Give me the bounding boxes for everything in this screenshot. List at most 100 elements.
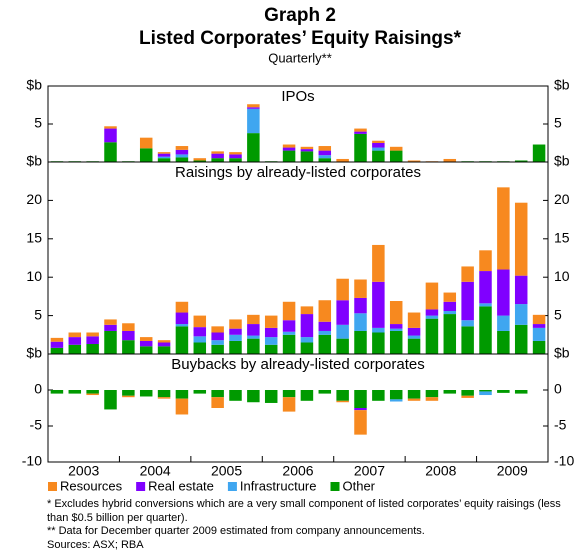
y-tick-label: 5 — [34, 115, 42, 131]
y-tick-label: $b — [26, 77, 42, 93]
bar-segment — [300, 337, 314, 343]
bar-segment — [372, 150, 385, 162]
bar-segment — [104, 319, 117, 325]
bar-segment — [372, 140, 385, 143]
bar-segment — [247, 104, 260, 108]
bar-segment — [407, 335, 421, 339]
bar-segment — [229, 152, 242, 155]
bar-segment — [122, 330, 135, 341]
bar-segment — [425, 282, 439, 310]
bar-segment — [354, 313, 367, 331]
x-tick-label: 2005 — [211, 463, 242, 479]
bar-segment — [50, 341, 64, 348]
bar-segment — [282, 147, 296, 151]
bar-segment — [336, 324, 349, 339]
y2-tick-label: 5 — [554, 306, 562, 322]
chart: Graph 2 Listed Corporates’ Equity Raisin… — [22, 5, 575, 493]
x-tick-label: 2009 — [497, 463, 528, 479]
bar-segment — [247, 390, 260, 403]
bar-segment — [300, 314, 314, 338]
bar-segment — [407, 338, 421, 354]
bar-segment — [175, 149, 189, 155]
bar-segment — [104, 142, 117, 162]
y-tick-label: 15 — [26, 230, 42, 246]
bar-segment — [354, 410, 367, 435]
legend-swatch — [48, 482, 57, 491]
bar-segment — [104, 128, 117, 143]
bar-segment — [407, 160, 421, 162]
bar-segment — [211, 158, 224, 162]
bar-segment — [318, 158, 332, 162]
bar-segment — [497, 390, 510, 393]
bar-segment — [300, 149, 314, 152]
bar-segment — [497, 269, 510, 316]
bar-segment — [497, 330, 510, 354]
bar-segment — [264, 315, 278, 328]
bar-segment — [157, 397, 171, 399]
bar-segment — [443, 314, 457, 354]
bar-segment — [425, 309, 439, 316]
bar-segment — [497, 315, 510, 331]
bar-segment — [68, 332, 82, 338]
bar-segment — [229, 158, 242, 162]
bar-segment — [68, 390, 82, 394]
bar-segment — [300, 151, 314, 162]
panel-title: Raisings by already-listed corporates — [175, 164, 421, 181]
bar-segment — [336, 158, 349, 162]
bar-segment — [264, 327, 278, 338]
bar-segment — [175, 326, 189, 354]
bar-segment — [86, 390, 99, 394]
bar-segment — [300, 306, 314, 315]
bar-segment — [532, 340, 546, 354]
bar-segment — [211, 153, 224, 159]
bar-segment — [264, 337, 278, 345]
bar-segment — [407, 312, 421, 328]
bar-segment — [86, 393, 99, 396]
bar-segment — [514, 275, 528, 305]
y-tick-label: 5 — [34, 306, 42, 322]
bar-segment — [247, 324, 260, 336]
y-tick-label: 20 — [26, 191, 42, 207]
bar-segment — [479, 250, 492, 272]
bar-segment — [372, 281, 385, 328]
sources: Sources: ASX; RBA — [47, 538, 144, 551]
bar-segment — [389, 301, 403, 325]
bar-segment — [193, 160, 207, 162]
y-tick-label: -10 — [22, 453, 42, 469]
bar-segment — [425, 390, 439, 398]
bar-segment — [443, 301, 457, 311]
bar-segment — [372, 332, 385, 354]
bar-segment — [318, 334, 332, 354]
bar-segment — [157, 340, 171, 343]
chart-title: Listed Corporates’ Equity Raisings* — [139, 28, 462, 49]
bar-segment — [247, 108, 260, 134]
bar-segment — [104, 324, 117, 331]
bar-segment — [86, 344, 99, 354]
bar-segment — [354, 128, 367, 132]
bar-segment — [318, 150, 332, 156]
bar-segment — [514, 304, 528, 325]
bar-segment — [282, 301, 296, 321]
bar-segment — [336, 300, 349, 325]
legend-label: Other — [343, 478, 376, 493]
bar-segment — [461, 395, 474, 398]
bar-segment — [461, 266, 474, 282]
y-tick-label: -5 — [30, 417, 43, 433]
x-tick-label: 2003 — [68, 463, 99, 479]
y2-tick-label: $b — [554, 77, 570, 93]
bar-segment — [461, 320, 474, 327]
bar-segment — [407, 390, 421, 399]
y-tick-label: $b — [26, 345, 42, 361]
bar-segment — [86, 332, 99, 337]
bar-segment — [372, 244, 385, 282]
y-tick-label: 10 — [26, 268, 42, 284]
bar-segment — [354, 279, 367, 298]
bar-segment — [389, 324, 403, 329]
bar-segment — [68, 337, 82, 345]
bar-segment — [50, 337, 64, 342]
bar-segment — [175, 324, 189, 327]
bar-segment — [300, 390, 314, 401]
bar-segment — [479, 390, 492, 392]
legend-label: Resources — [60, 478, 123, 493]
bar-segment — [247, 133, 260, 162]
